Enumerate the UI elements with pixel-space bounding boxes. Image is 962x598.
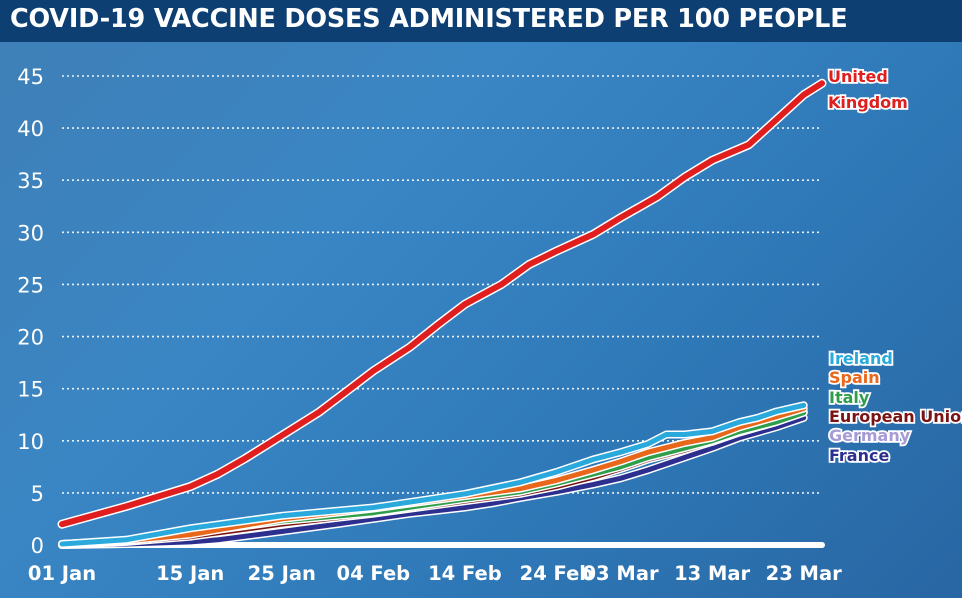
series-label: United [828,67,888,86]
series-label: France [829,446,889,465]
x-tick-label: 13 Mar [674,562,750,585]
x-tick-label: 24 Feb [520,562,594,585]
y-tick-label: 35 [17,169,44,193]
series-label: Germany [829,426,911,445]
y-tick-label: 5 [31,482,44,506]
series-label: Kingdom [828,93,908,112]
y-tick-label: 25 [17,273,44,297]
series-label: Ireland [829,349,893,368]
y-tick-label: 15 [17,378,44,402]
series-label: European Union [829,407,962,426]
x-tick-label: 14 Feb [428,562,502,585]
y-tick-label: 40 [17,117,44,141]
series-label: Italy [829,388,870,407]
title-bar: COVID-19 VACCINE DOSES ADMINISTERED PER … [0,0,962,42]
x-tick-label: 01 Jan [28,562,96,585]
y-tick-label: 0 [31,534,44,558]
y-tick-label: 10 [17,430,44,454]
series-line-outline [58,404,808,548]
x-tick-label: 03 Mar [582,562,658,585]
series-line [59,406,807,547]
series-label: Spain [829,368,880,387]
x-tick-label: 15 Jan [156,562,224,585]
series-line [59,80,825,528]
series-line-outline [58,401,808,548]
y-tick-label: 20 [17,326,44,350]
x-tick-label: 23 Mar [766,562,842,585]
chart-title: COVID-19 VACCINE DOSES ADMINISTERED PER … [10,4,848,34]
series-line [59,415,807,548]
series-line-outline [57,78,827,529]
series-line [59,402,807,547]
y-tick-label: 30 [17,221,44,245]
x-tick-label: 25 Jan [248,562,316,585]
y-tick-label: 45 [17,65,44,89]
x-tick-label: 04 Feb [337,562,411,585]
